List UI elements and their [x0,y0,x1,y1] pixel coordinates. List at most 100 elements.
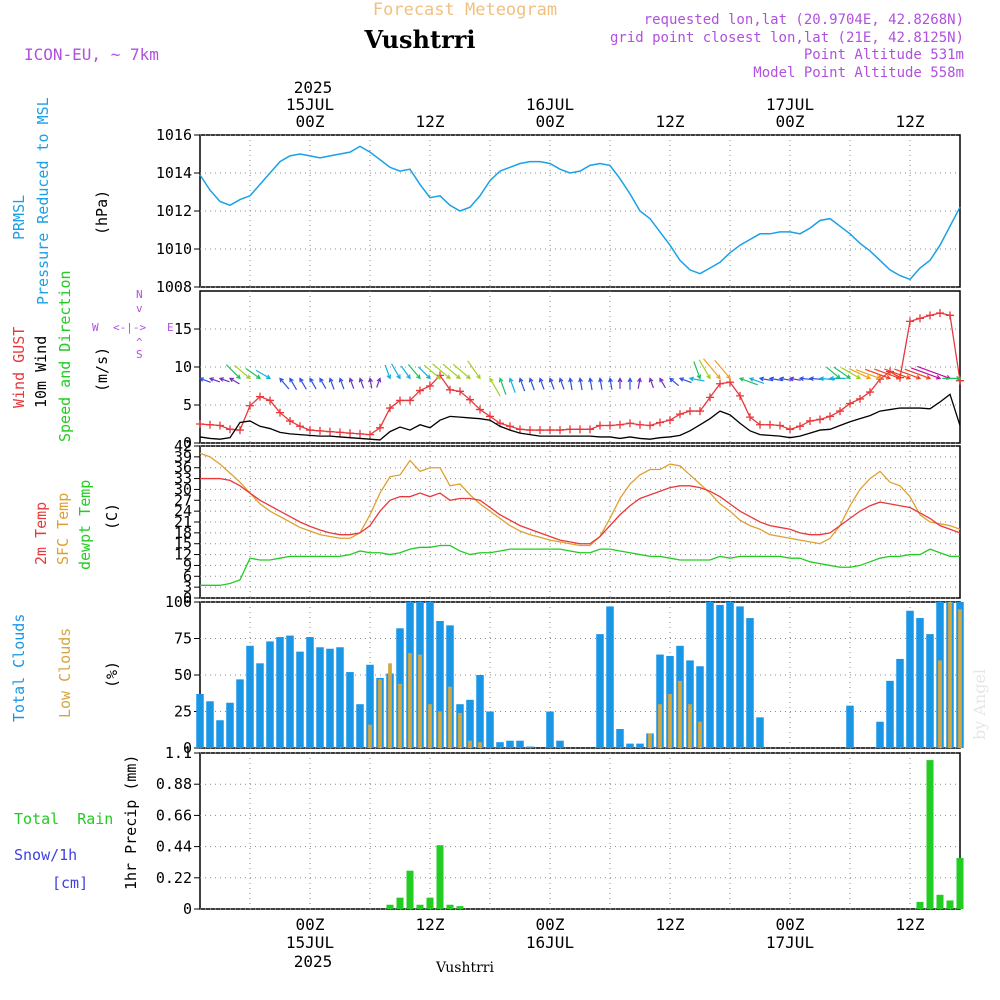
wind-direction-arrow [328,377,335,390]
grid-point-coords: grid point closest lon,lat (21E, 42.8125… [610,30,964,46]
compass-rose: W E N S <-|-> v ^ [92,288,174,361]
gust-marker [216,421,224,430]
wind10m-label: 10m Wind [32,336,50,408]
gust-marker [816,415,824,424]
gust-marker [366,430,374,439]
panel-3: 0 25 50 75 100 [165,593,961,757]
total-cloud-bar [196,693,204,748]
wind-direction-arrow [738,377,758,386]
wind-direction-arrow [758,376,773,382]
total-cloud-bar [556,740,564,748]
rain-bar [446,904,454,909]
wind-direction-arrow [358,377,365,389]
snow-legend: Snow/1h [14,846,77,864]
rain-bar [426,897,434,909]
y-tick-label: 30 [174,480,192,498]
gust-marker [946,311,954,320]
gust-marker [626,419,634,428]
gust-line [199,312,961,436]
y-tick-label: 1012 [156,202,192,220]
low-cloud-bar [478,742,482,748]
panel-1: 0 5 10 15 [174,290,961,452]
gust-marker [236,426,244,435]
wind-direction-arrow [588,377,593,391]
pressure-line [199,145,961,281]
rain-bar [386,904,394,909]
wind-direction-arrow [538,377,545,390]
wind-direction-arrow [659,377,666,389]
wind-direction-arrow [467,360,481,380]
wind-direction-arrow [228,377,240,385]
total-cloud-bar [206,701,214,748]
gust-marker [526,426,534,435]
y-tick-label: 1.1 [165,744,192,762]
top-hour-label: 00Z [776,112,805,131]
y-tick-label: 27 [174,491,192,509]
gust-marker [486,412,494,421]
low-cloud-bar [368,724,372,748]
total-cloud-bar [366,664,374,748]
wind-direction-arrow [384,364,392,380]
gust-marker [736,391,744,400]
total-cloud-bar [606,606,614,748]
total-cloud-bar [266,641,274,748]
wind-direction-arrow [833,366,852,380]
gust-marker [466,395,474,404]
wind-direction-arrow [627,377,633,390]
rain-bar [946,900,954,909]
total-cloud-bar [346,672,354,748]
panels: 1008101010121014101605101503691215182124… [156,126,964,918]
gust-marker [916,314,924,323]
total-cloud-bar [926,634,934,748]
gust-marker [326,427,334,436]
gust-marker [936,309,944,318]
gust-marker [446,385,454,394]
low-cloud-bar [398,683,402,748]
wind-direction-arrow [518,377,526,392]
low-cloud-bar [388,663,392,748]
wind-direction-arrow [528,377,535,391]
gust-marker [426,382,434,390]
wind-direction-arrow [452,363,471,380]
wind-direction-arrow [578,377,583,391]
wind-direction-arrow [598,377,603,390]
temp-unit: (C) [103,503,121,530]
y-tick-label: 24 [174,502,192,520]
low-cloud-bar [688,704,692,748]
wind-direction-arrow [407,364,421,380]
wind-direction-arrow [714,359,731,380]
low-cloud-bar [668,693,672,748]
snow-unit: [cm] [52,874,88,892]
y-tick-label: 10 [174,358,192,376]
top-date-label: 17JUL [766,95,814,114]
gust-marker [846,399,854,408]
gust-marker [836,407,844,416]
total-cloud-bar [526,746,534,748]
precip-unit: 1hr Precip (mm) [122,755,140,890]
gust-marker [226,425,234,434]
total-cloud-bar [726,602,734,748]
pressure-label-2: Pressure Reduced to MSL [34,97,52,305]
gust-marker [546,426,554,435]
panel-0: 1008 1010 1012 1014 1016 [156,126,961,296]
gust-marker [316,426,324,435]
wind-direction-arrow [841,367,862,380]
gust-marker [416,386,424,395]
wind-direction-arrow [848,368,872,380]
bottom-hour-label: 00Z [536,915,565,934]
total-cloud-bar [716,604,724,748]
wind-direction-arrow [225,364,241,380]
total-cloud-bar [746,618,754,748]
total-cloud-bar [326,648,334,748]
temp2m-label: 2m Temp [32,502,50,565]
gust-marker [766,420,774,429]
gust-marker [596,421,604,430]
y-tick-label: 0 [183,739,192,757]
wind-direction-arrow [678,377,692,384]
gust-marker [696,407,704,416]
y-tick-label: 0.88 [156,775,192,793]
gust-marker [726,378,734,387]
y-tick-label: 50 [174,666,192,684]
total-cloud-bar [216,720,224,748]
wind-direction-arrow [688,376,705,382]
